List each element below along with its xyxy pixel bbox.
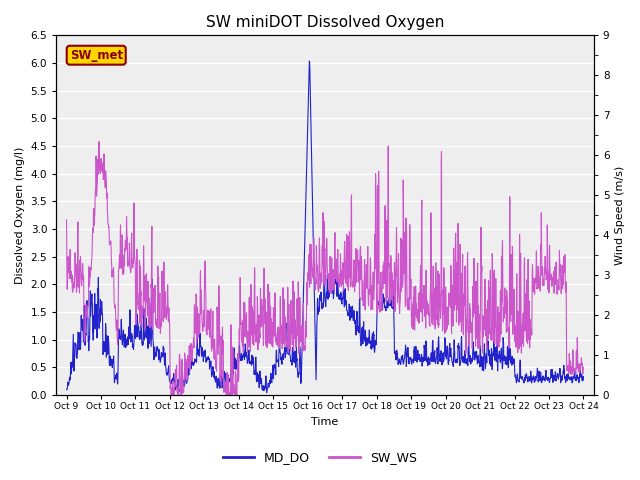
Y-axis label: Dissolved Oxygen (mg/l): Dissolved Oxygen (mg/l) (15, 146, 25, 284)
X-axis label: Time: Time (312, 417, 339, 427)
Title: SW miniDOT Dissolved Oxygen: SW miniDOT Dissolved Oxygen (206, 15, 444, 30)
Legend: MD_DO, SW_WS: MD_DO, SW_WS (218, 446, 422, 469)
Y-axis label: Wind Speed (m/s): Wind Speed (m/s) (615, 166, 625, 265)
Text: SW_met: SW_met (70, 48, 123, 62)
